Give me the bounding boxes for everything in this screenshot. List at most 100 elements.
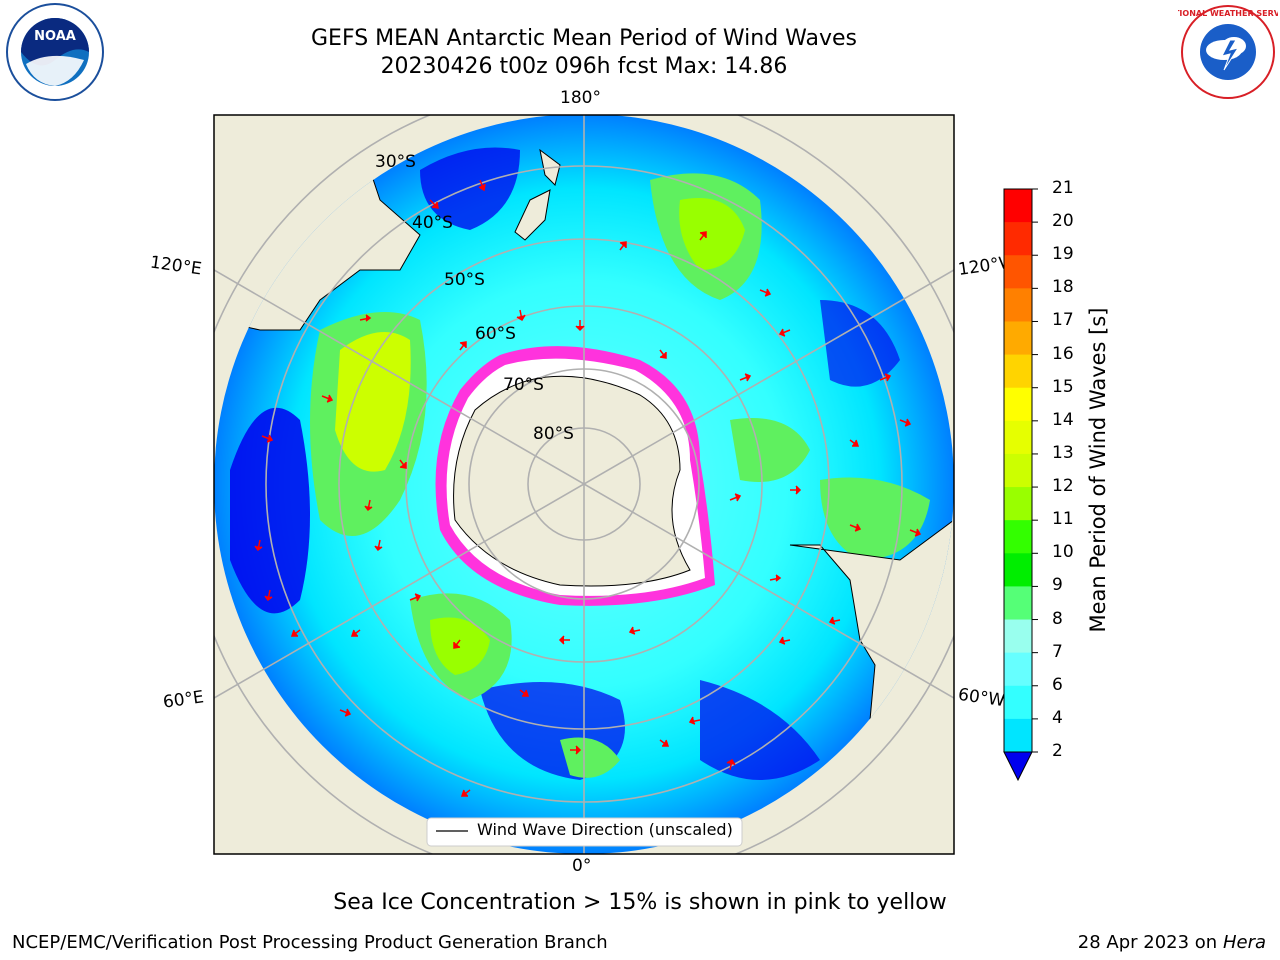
lat-label-50s: 50°S	[444, 270, 485, 290]
wave-arrow	[909, 528, 922, 537]
wave-period-area-6	[560, 737, 620, 778]
colorbar-tick-label: 21	[1052, 178, 1074, 198]
colorbar-title-text: Mean Period of Wind Waves [s]	[1086, 307, 1110, 633]
wave-arrow	[364, 499, 373, 512]
wave-arrow	[453, 639, 461, 649]
wave-arrow	[828, 616, 841, 625]
lat-label-80s: 80°S	[533, 424, 574, 444]
wave-arrow	[570, 745, 582, 755]
colorbar-tick-label: 18	[1052, 277, 1074, 298]
colorbar-tick-label: 7	[1052, 641, 1063, 662]
graticule	[214, 115, 954, 854]
wave-arrow	[769, 574, 782, 582]
colorbar-tick-label: 13	[1052, 442, 1074, 463]
wave-period-area-3-core	[430, 617, 490, 675]
wave-arrow	[429, 199, 439, 209]
wave-period-area-2-core	[679, 198, 745, 270]
wave-arrow	[261, 434, 274, 443]
wave-arrow	[688, 716, 701, 725]
footer-date-text: 28 Apr 2023 on	[1077, 932, 1218, 953]
wave-arrow	[628, 626, 641, 635]
antarctica-land	[453, 375, 691, 587]
wave-arrow	[659, 349, 667, 359]
wave-arrow	[729, 493, 742, 502]
colorbar-band	[1004, 453, 1032, 488]
wave-arrow	[879, 373, 892, 382]
colorbar-tick-label: 14	[1052, 409, 1074, 430]
wave-arrow	[899, 418, 912, 427]
wind-wave-arrows	[254, 179, 922, 797]
colorbar-band	[1004, 354, 1032, 389]
low-period-band-east	[820, 300, 900, 387]
colorbar-frame	[1003, 188, 1033, 753]
colorbar-band	[1004, 288, 1032, 322]
wave-arrow	[516, 309, 526, 322]
map-subtitle: 20230426 t00z 096h fcst Max: 14.86	[380, 54, 788, 79]
lat-label-40s: 40°S	[412, 213, 453, 233]
colorbar-tick-label: 8	[1052, 608, 1063, 629]
colorbar-tick-label: 15	[1052, 376, 1074, 397]
colorbar-band	[1004, 487, 1032, 521]
colorbar-band	[1004, 553, 1032, 587]
low-period-band-southeast	[700, 680, 820, 780]
wave-arrow	[659, 739, 670, 747]
colorbar	[1003, 188, 1038, 782]
colorbar-tick-label: 4	[1052, 707, 1063, 728]
noaa-logo-text: NOAA	[34, 29, 76, 44]
colorbar-ticks	[1032, 188, 1038, 753]
colorbar-tick-label: 16	[1052, 343, 1074, 364]
wave-arrow	[849, 523, 862, 532]
footer-credit: NCEP/EMC/Verification Post Processing Pr…	[12, 932, 608, 953]
map-title: GEFS MEAN Antarctic Mean Period of Wind …	[311, 26, 857, 51]
wave-arrow	[264, 589, 273, 602]
nws-logo: NATIONAL WEATHER SERVICE	[1178, 5, 1278, 99]
colorbar-bands	[1004, 189, 1032, 753]
low-period-band-north	[420, 147, 520, 230]
colorbar-band	[1004, 222, 1032, 256]
wave-arrow	[409, 593, 422, 602]
colorbar-band	[1004, 718, 1032, 753]
wave-arrow	[575, 320, 585, 332]
wave-period-area-1-core	[335, 332, 411, 472]
footer-machine: Hera	[1222, 932, 1266, 953]
colorbar-band	[1004, 420, 1032, 455]
wave-arrow	[790, 485, 802, 495]
nws-logo-text: NATIONAL WEATHER SERVICE	[1178, 9, 1278, 18]
sea-ice-note: Sea Ice Concentration > 15% is shown in …	[333, 890, 947, 915]
colorbar-tick-label: 10	[1052, 542, 1074, 563]
colorbar-band	[1004, 619, 1032, 654]
wave-arrow	[739, 373, 752, 382]
colorbar-band	[1004, 685, 1032, 720]
wave-arrow	[478, 179, 486, 192]
colorbar-band	[1004, 586, 1032, 621]
wave-arrow	[290, 629, 301, 637]
wave-arrow	[254, 539, 263, 552]
wave-arrow	[726, 758, 736, 771]
footer-date: 28 Apr 2023 on Hera	[1078, 932, 1266, 953]
colorbar-tick-label: 2	[1052, 741, 1063, 761]
colorbar-tick-label: 17	[1052, 310, 1074, 331]
wave-arrow	[399, 459, 407, 469]
colorbar-tick-label: 11	[1052, 509, 1074, 530]
colorbar-tick-label: 9	[1052, 575, 1063, 596]
map-frame	[213, 114, 955, 855]
colorbar-band	[1004, 520, 1032, 554]
colorbar-tick-label: 12	[1052, 476, 1074, 497]
lat-label-70s: 70°S	[503, 375, 544, 395]
wave-arrow	[374, 539, 383, 552]
wave-arrow	[759, 288, 772, 297]
new-zealand-land	[514, 148, 561, 241]
lat-label-30s: 30°S	[375, 152, 416, 172]
low-period-band-west	[230, 407, 310, 614]
wave-arrow	[558, 635, 570, 645]
wave-period-area-5	[730, 418, 810, 482]
wave-arrow	[619, 241, 627, 251]
noaa-logo: NOAA	[6, 3, 104, 101]
wave-arrow	[778, 328, 791, 337]
colorbar-tick-label: 6	[1052, 674, 1063, 695]
wave-arrow	[699, 231, 707, 241]
wave-period-area-4	[820, 477, 930, 560]
wave-arrow	[849, 439, 860, 447]
lat-label-60s: 60°S	[475, 324, 516, 344]
